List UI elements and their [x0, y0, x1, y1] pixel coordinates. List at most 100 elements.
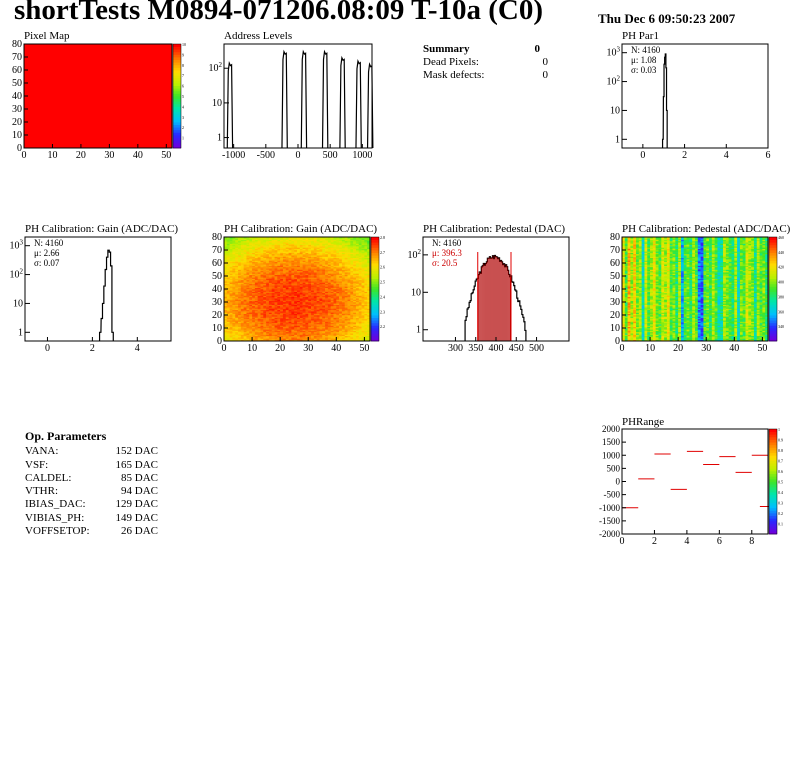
gain-2d-cell — [350, 289, 354, 291]
gain-2d-cell — [302, 302, 306, 304]
gain-2d-cell — [353, 290, 357, 292]
gain-2d-title: PH Calibration: Gain (ADC/DAC) — [224, 223, 378, 235]
gain-2d-cell — [291, 265, 295, 268]
gain-2d-cell — [358, 248, 362, 251]
gain-2d-cell — [339, 330, 343, 333]
pedestal-2d-cell — [633, 257, 637, 260]
gain-2d-cell — [364, 317, 368, 320]
gain-2d-cell — [347, 289, 351, 291]
gain-2d-cell — [305, 320, 309, 322]
gain-2d-cell — [274, 338, 278, 340]
gain-2d-cell — [257, 269, 261, 272]
gain-2d-cell — [249, 331, 253, 334]
gain-2d-cell — [361, 285, 365, 287]
gain-2d-cell — [243, 279, 247, 282]
gain-2d-cell — [344, 274, 348, 277]
gain-2d-cell — [246, 269, 250, 272]
gain-2d-cell — [268, 331, 273, 334]
gain-2d-cell — [291, 268, 295, 270]
gain-2d-cell — [311, 318, 315, 321]
gain-2d-cell — [294, 303, 298, 305]
gain-2d-cell — [254, 291, 258, 294]
gain-2d-cell — [260, 321, 264, 324]
gain-2d-cell — [288, 313, 292, 316]
gain-2d-cell — [313, 247, 317, 249]
pedestal-2d-cell — [627, 329, 631, 331]
gain-2d-cell — [319, 338, 323, 340]
gain-2d-cell — [285, 265, 289, 268]
gain-2d-cell — [257, 242, 261, 244]
gain-2d-cell — [333, 305, 337, 308]
gain-2d-cell — [358, 330, 362, 333]
gain-2d-cell — [285, 244, 289, 247]
gain-2d-cell — [294, 265, 298, 268]
gain-2d-cell — [355, 253, 360, 256]
gain-2d-cell — [311, 304, 315, 307]
pedestal-2d-cell — [630, 303, 634, 305]
gain-2d-cell — [347, 303, 351, 305]
gain-2d-cell — [325, 300, 329, 303]
gain-2d-cell — [280, 243, 284, 246]
gain-2d-cell — [330, 328, 334, 330]
gain-2d-cell — [364, 313, 368, 316]
gain-2d-cell — [347, 260, 351, 262]
gain-2d-cell — [316, 243, 320, 246]
gain-2d-cell — [336, 296, 340, 299]
gain-2d-cell — [274, 337, 278, 339]
gain-2d-cell — [313, 303, 317, 305]
gain-2d-cell — [260, 326, 264, 329]
gain-2d-cell — [224, 273, 228, 275]
gain-2d-cell — [367, 333, 371, 335]
pedestal-2d-cell — [638, 304, 642, 307]
pedestal-2d-cell — [633, 313, 637, 316]
gain-2d-cell — [268, 242, 273, 244]
pedestal-2d-cell — [633, 291, 637, 294]
gain-2d-cell — [224, 290, 228, 292]
gain-2d-cell — [266, 321, 270, 324]
gain-2d-cell — [339, 313, 343, 316]
gain-2d-cell — [313, 252, 317, 255]
gain-2d-cell — [240, 308, 244, 311]
gain-2d-cell — [294, 281, 298, 283]
gain-2d-cell — [263, 250, 267, 252]
gain-2d-cell — [299, 246, 303, 248]
gain-2d-cell — [336, 244, 340, 247]
gain-2d-cell — [240, 239, 244, 242]
gain-2d-cell — [350, 299, 354, 301]
pedestal-2d-cell — [624, 328, 628, 330]
gain-2d-cell — [339, 296, 343, 299]
gain-2d-cell — [263, 278, 267, 281]
gain-2d-cell — [274, 239, 278, 242]
gain-2d-cell — [260, 287, 264, 290]
pedestal-2d-cell — [633, 246, 637, 248]
gain-2d-cell — [313, 300, 317, 303]
gain-2d-cell — [240, 259, 244, 261]
gain-2d-cell — [266, 260, 270, 262]
gain-2d-cell — [325, 298, 329, 300]
gain-2d-cell — [291, 260, 295, 262]
gain-2d-cell — [257, 295, 261, 298]
gain-2d-cell — [347, 304, 351, 307]
gain-2d-cell — [288, 334, 292, 337]
gain-2d-cell — [266, 334, 270, 337]
gain-2d-cell — [353, 298, 357, 300]
gain-2d-cell — [238, 260, 242, 262]
gain-2d-cell — [294, 287, 298, 290]
gain-2d-cell — [325, 242, 329, 244]
gain-2d-cell — [257, 304, 261, 307]
gain-2d-cell — [254, 287, 258, 290]
gain-2d-cell — [313, 307, 317, 309]
gain-2d-cell — [240, 299, 244, 301]
gain-2d-cell — [243, 294, 247, 296]
gain-2d-cell — [266, 268, 270, 270]
gain-2d-cell — [322, 290, 326, 292]
gain-2d-cell — [364, 302, 368, 304]
gain-2d-cell — [311, 315, 315, 317]
gain-2d-cell — [299, 268, 303, 270]
gain-2d-cell — [266, 244, 270, 247]
gain-2d-cell — [316, 308, 320, 311]
gain-2d-cell — [224, 264, 228, 266]
gain-2d-cell — [243, 263, 247, 265]
pedestal-2d-cell — [630, 281, 634, 283]
gain-2d-cell — [285, 251, 289, 253]
